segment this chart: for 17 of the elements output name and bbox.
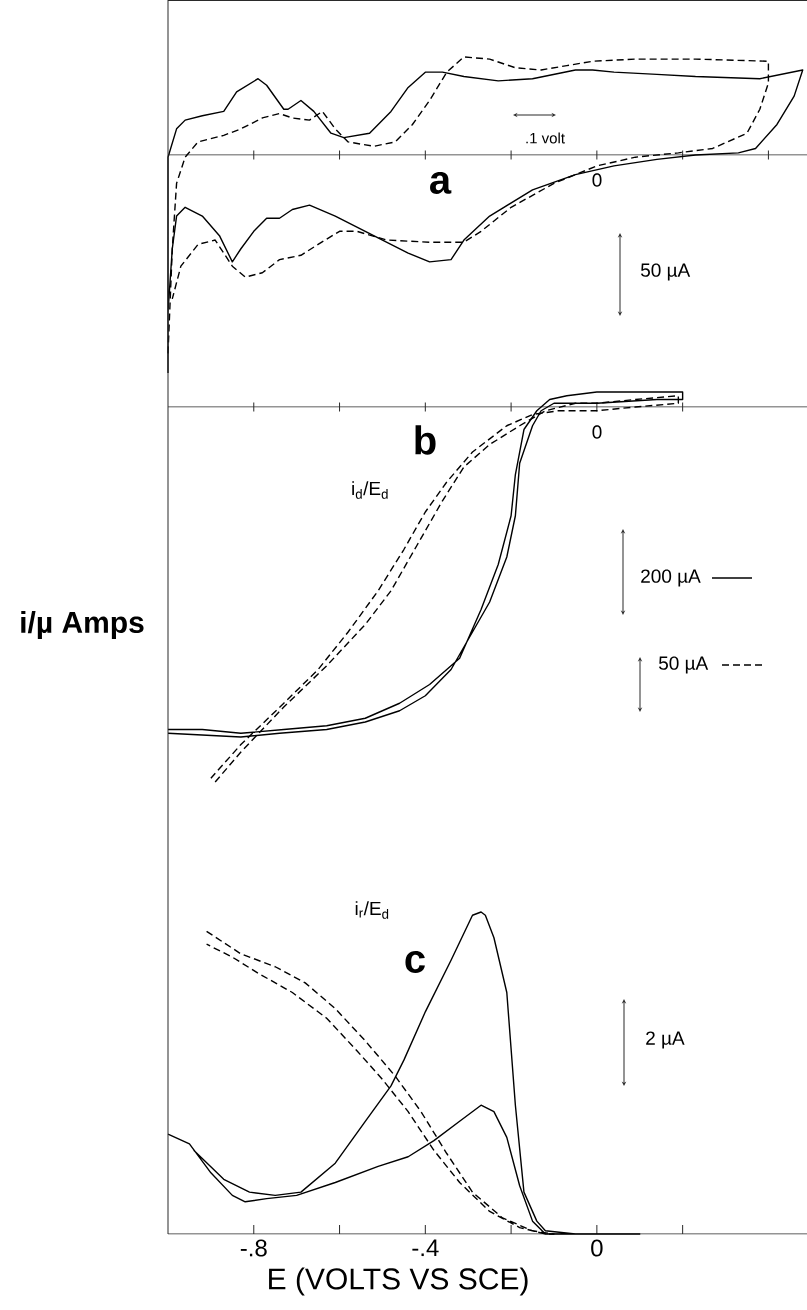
- y-axis-title: i/µ Amps: [21, 611, 144, 639]
- annotation: 2 µA: [646, 1031, 685, 1049]
- annotation: a: [430, 172, 452, 194]
- annotation: 0: [592, 173, 602, 187]
- x-tick-label: -.8: [240, 1239, 267, 1257]
- annotation: .1 volt: [526, 132, 565, 144]
- annotation: i$_{d}$/E$_{d}$: [352, 481, 388, 499]
- annotation: c: [405, 951, 425, 973]
- annotation: b: [415, 425, 436, 455]
- annotation: i$_{r}$/E$_{d}$: [355, 901, 389, 919]
- annotation: 50 µA: [640, 263, 691, 281]
- x-tick-label: -.4: [412, 1239, 439, 1257]
- legend-label: 50 µA: [658, 656, 709, 674]
- x-axis-title: E (VOLTS VS SCE): [269, 1267, 528, 1296]
- legend-label: 200 µA: [641, 569, 701, 587]
- annotation: 0: [592, 425, 602, 439]
- x-tick-label: 0: [591, 1239, 603, 1257]
